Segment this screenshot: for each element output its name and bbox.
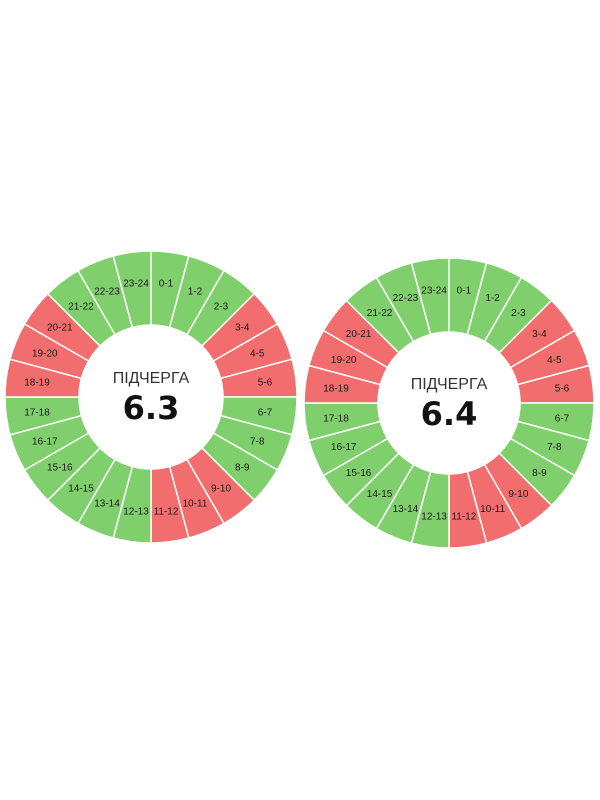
hour-label-16-17: 16-17 xyxy=(331,442,357,453)
hour-label-10-11: 10-11 xyxy=(183,499,208,510)
hour-label-22-23: 22-23 xyxy=(94,286,120,297)
segment-23-24 xyxy=(410,257,450,336)
hour-label-1-2: 1-2 xyxy=(485,293,500,304)
hour-label-21-22: 21-22 xyxy=(68,301,94,312)
hour-label-11-12: 11-12 xyxy=(154,507,179,518)
hour-label-16-17: 16-17 xyxy=(32,437,58,448)
hour-label-8-9: 8-9 xyxy=(532,468,547,479)
hour-label-0-1: 0-1 xyxy=(457,286,472,297)
hour-label-14-15: 14-15 xyxy=(68,484,94,495)
hour-label-0-1: 0-1 xyxy=(159,279,174,290)
wheel-segments xyxy=(303,257,595,549)
hour-label-17-18: 17-18 xyxy=(24,408,50,419)
hour-label-20-21: 20-21 xyxy=(346,329,372,340)
hour-label-7-8: 7-8 xyxy=(250,437,265,448)
hour-label-5-6: 5-6 xyxy=(258,378,273,389)
hour-label-4-5: 4-5 xyxy=(547,355,562,366)
hour-label-6-7: 6-7 xyxy=(555,413,570,424)
hour-label-9-10: 9-10 xyxy=(211,484,231,495)
hour-label-5-6: 5-6 xyxy=(555,384,570,395)
wheel-segments xyxy=(4,250,298,544)
hour-label-4-5: 4-5 xyxy=(250,349,265,360)
segment-23-24 xyxy=(112,250,152,329)
hour-label-11-12: 11-12 xyxy=(451,512,476,523)
hour-label-23-24: 23-24 xyxy=(123,279,149,290)
hour-label-12-13: 12-13 xyxy=(421,512,447,523)
wheel-title: ПІДЧЕРГА xyxy=(411,376,488,393)
hour-label-15-16: 15-16 xyxy=(346,468,372,479)
wheel-number: 6.3 xyxy=(123,389,180,427)
hour-label-3-4: 3-4 xyxy=(235,323,250,334)
hour-label-17-18: 17-18 xyxy=(323,413,349,424)
hour-label-22-23: 22-23 xyxy=(393,293,419,304)
hour-label-19-20: 19-20 xyxy=(331,355,357,366)
hour-label-7-8: 7-8 xyxy=(547,442,562,453)
hour-label-10-11: 10-11 xyxy=(480,504,505,515)
hour-label-19-20: 19-20 xyxy=(32,349,58,360)
hour-label-9-10: 9-10 xyxy=(508,489,528,500)
wheel-number: 6.4 xyxy=(421,395,478,433)
hour-label-12-13: 12-13 xyxy=(123,507,149,518)
hour-label-21-22: 21-22 xyxy=(367,308,393,319)
hour-label-15-16: 15-16 xyxy=(47,463,73,474)
hour-label-20-21: 20-21 xyxy=(47,323,73,334)
hour-label-1-2: 1-2 xyxy=(188,286,203,297)
hour-label-2-3: 2-3 xyxy=(511,308,526,319)
hour-label-8-9: 8-9 xyxy=(235,463,250,474)
hour-label-14-15: 14-15 xyxy=(367,489,393,500)
hour-label-3-4: 3-4 xyxy=(532,329,547,340)
wheel-title: ПІДЧЕРГА xyxy=(113,370,190,387)
hour-label-13-14: 13-14 xyxy=(393,504,419,515)
hour-label-18-19: 18-19 xyxy=(323,384,349,395)
hour-label-23-24: 23-24 xyxy=(421,286,447,297)
hour-label-6-7: 6-7 xyxy=(258,408,273,419)
hour-label-2-3: 2-3 xyxy=(214,301,229,312)
hour-label-18-19: 18-19 xyxy=(24,378,50,389)
hour-label-13-14: 13-14 xyxy=(94,499,120,510)
